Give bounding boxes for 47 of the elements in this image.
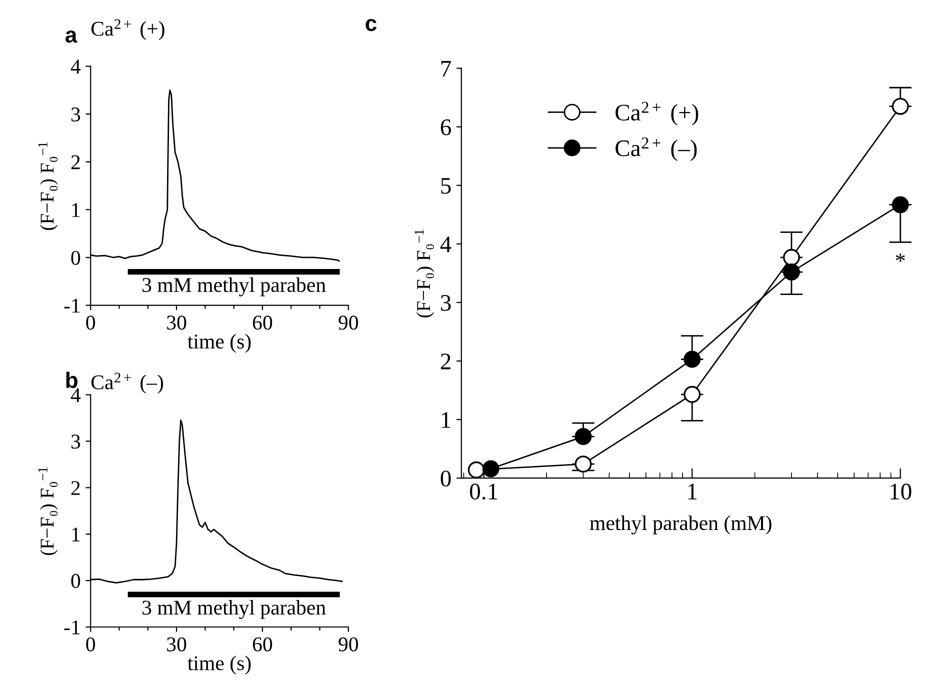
y-tick-label: -1 [64,620,80,634]
text: b [66,372,78,388]
x-tick-label: 1 [688,484,697,500]
y-tick-label: -1 [64,298,80,313]
x-tick-label: 0 [86,637,96,652]
y-tick-label: 4 [70,388,81,402]
x-tick-label: 0 [86,316,96,330]
chart-title: Ca$^{2+}$ (–) [91,372,164,394]
y-axis-title: (F−F₀) F₀$^{−1}$ [414,230,434,318]
y-tick-label: 1 [442,412,450,428]
annotation: 3 mM methyl paraben [142,600,326,619]
y-tick-label: 0 [71,574,80,588]
text: c [366,18,377,32]
y-tick-label: 2 [440,354,450,370]
y-tick-label: 2 [71,155,80,170]
y-tick-label: 1 [72,528,80,542]
x-axis-title: time (s) [188,334,251,353]
legend-label: Ca$^{2+}$ (–) [616,137,697,162]
text: a [65,30,78,43]
legend-label: Ca$^{2+}$ (+) [616,102,698,126]
y-tick-label: 0 [71,250,80,265]
y-tick-label: 2 [71,481,80,495]
y-tick-label: 4 [440,236,452,252]
y-tick-label: 3 [71,107,80,122]
x-tick-label: 30 [167,637,186,652]
y-tick-label: 3 [71,434,80,449]
x-tick-label: 90 [338,637,358,652]
chart-title: Ca$^{2+}$ (+) [91,19,164,40]
annotation: 3 mM methyl paraben [142,277,326,296]
y-tick-label: 0 [440,470,451,487]
y-tick-label: 4 [70,60,81,74]
x-tick-label: 90 [338,316,358,330]
x-tick-label: 60 [252,637,272,652]
x-tick-label: 30 [167,316,186,330]
x-tick-label: 0.1 [470,484,498,500]
y-tick-label: 7 [441,61,451,76]
x-tick-label: 60 [252,316,272,330]
y-axis-title: (F−F₀) F₀$^{−1}$ [38,467,58,556]
annotation: * [896,254,905,262]
y-tick-label: 1 [72,203,80,217]
x-axis-title: methyl paraben (mM) [590,515,772,534]
y-tick-label: 6 [440,119,451,136]
y-axis-title: (F−F₀) F₀$^{−1}$ [38,142,58,230]
x-tick-label: 10 [890,484,912,500]
x-axis-title: time (s) [188,656,251,675]
y-tick-label: 5 [441,178,451,194]
y-tick-label: 3 [440,295,451,311]
